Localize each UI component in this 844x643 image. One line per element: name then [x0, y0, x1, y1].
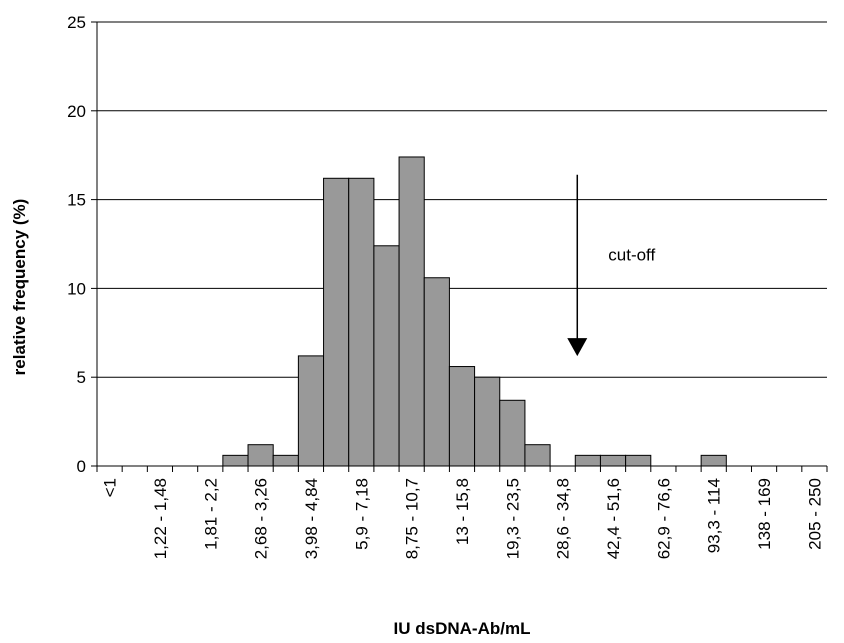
cutoff-annotation: cut-off — [567, 175, 655, 356]
x-tick-label: 28,6 - 34,8 — [554, 478, 573, 559]
y-tick-label: 15 — [67, 191, 86, 210]
y-tick-label: 0 — [77, 457, 86, 476]
x-axis-title: IU dsDNA-Ab/mL — [394, 619, 531, 638]
y-tick-label: 25 — [67, 13, 86, 32]
x-tick-label: 13 - 15,8 — [453, 478, 472, 545]
x-tick-label: 205 - 250 — [805, 478, 824, 550]
x-tick-label: 1,81 - 2,2 — [201, 478, 220, 550]
x-tick-label: 62,9 - 76,6 — [654, 478, 673, 559]
y-tick-labels: 0 5 10 15 20 25 — [67, 13, 86, 476]
x-tick-label: 1,22 - 1,48 — [151, 478, 170, 559]
y-tick-label: 5 — [77, 368, 86, 387]
x-tick-label: 19,3 - 23,5 — [503, 478, 522, 559]
x-tick-label: 2,68 - 3,26 — [252, 478, 271, 559]
bar — [298, 356, 323, 466]
bar — [223, 455, 248, 466]
bar — [701, 455, 726, 466]
bar — [273, 455, 298, 466]
bar — [575, 455, 600, 466]
y-tick-label: 20 — [67, 102, 86, 121]
bar — [449, 367, 474, 466]
x-tick-label: 42,4 - 51,6 — [604, 478, 623, 559]
bar — [248, 445, 273, 466]
x-tick-label: 8,75 - 10,7 — [403, 478, 422, 559]
bar — [626, 455, 651, 466]
y-axis-title: relative frequency (%) — [10, 199, 29, 376]
bar — [475, 377, 500, 466]
bar — [399, 157, 424, 466]
bars — [223, 157, 726, 466]
y-tick-label: 10 — [67, 279, 86, 298]
cutoff-label: cut-off — [608, 246, 655, 265]
bar — [525, 445, 550, 466]
x-tick-label: 5,9 - 7,18 — [352, 478, 371, 550]
bar — [424, 278, 449, 466]
x-tick-label: 138 - 169 — [755, 478, 774, 550]
bar — [324, 178, 349, 466]
bar — [600, 455, 625, 466]
cutoff-arrow-head — [567, 338, 587, 356]
bar — [500, 400, 525, 466]
x-tick-labels: <1 1,22 - 1,48 1,81 - 2,2 2,68 - 3,26 3,98 -… — [101, 478, 825, 559]
bar — [349, 178, 374, 466]
x-tick-label: <1 — [101, 478, 120, 497]
x-tick-label: 3,98 - 4,84 — [302, 478, 321, 559]
gridlines — [97, 22, 827, 377]
bar — [374, 246, 399, 466]
x-tick-label: 93,3 - 114 — [705, 478, 724, 553]
